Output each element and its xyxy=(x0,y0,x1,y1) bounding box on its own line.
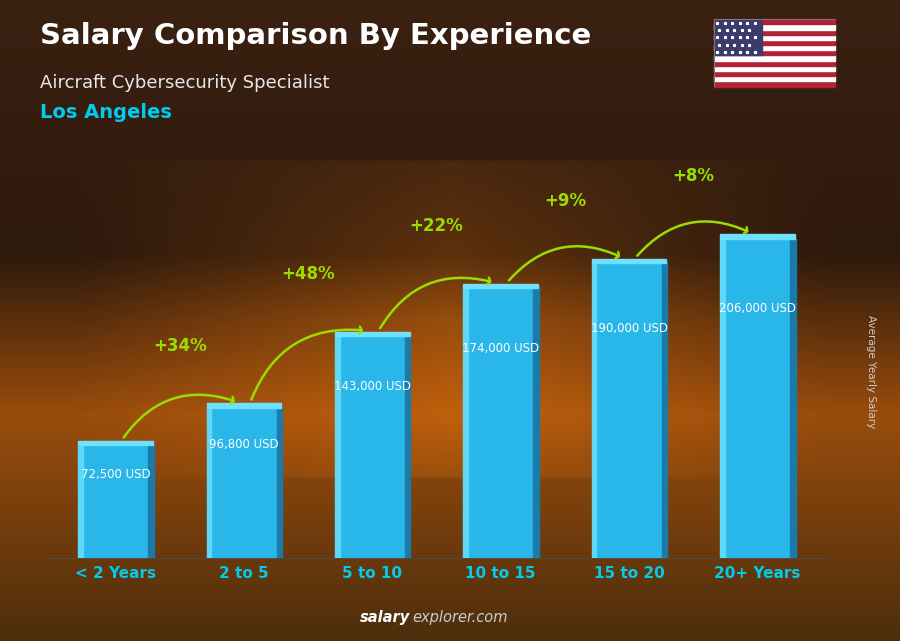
Bar xyxy=(592,259,666,263)
Text: salary: salary xyxy=(360,610,410,625)
Text: 72,500 USD: 72,500 USD xyxy=(81,468,150,481)
Text: 190,000 USD: 190,000 USD xyxy=(590,322,668,335)
Bar xyxy=(464,284,538,288)
Bar xyxy=(714,61,835,66)
Bar xyxy=(335,336,410,558)
Text: Los Angeles: Los Angeles xyxy=(40,103,173,122)
Bar xyxy=(714,19,762,56)
Bar xyxy=(662,263,667,558)
Bar xyxy=(78,445,153,558)
Text: +8%: +8% xyxy=(672,167,715,185)
Bar xyxy=(714,50,835,56)
Text: +9%: +9% xyxy=(544,192,586,210)
FancyBboxPatch shape xyxy=(335,336,339,558)
Text: 143,000 USD: 143,000 USD xyxy=(334,381,410,394)
FancyBboxPatch shape xyxy=(78,445,83,558)
Bar xyxy=(534,288,539,558)
Text: Average Yearly Salary: Average Yearly Salary xyxy=(866,315,877,428)
Bar xyxy=(714,66,835,71)
Bar xyxy=(405,336,410,558)
Bar xyxy=(148,445,154,558)
Bar xyxy=(714,24,835,29)
Bar xyxy=(592,263,666,558)
Bar xyxy=(78,441,153,445)
Bar xyxy=(714,45,835,50)
Bar xyxy=(714,56,835,61)
Bar xyxy=(207,408,281,558)
Bar xyxy=(720,238,795,558)
FancyBboxPatch shape xyxy=(592,263,597,558)
Text: 206,000 USD: 206,000 USD xyxy=(719,303,796,315)
Bar xyxy=(714,35,835,40)
Bar xyxy=(714,81,835,87)
Bar xyxy=(790,238,796,558)
Bar xyxy=(714,29,835,35)
Bar xyxy=(276,408,282,558)
Bar xyxy=(335,331,410,336)
Text: 174,000 USD: 174,000 USD xyxy=(462,342,539,355)
Text: explorer.com: explorer.com xyxy=(412,610,508,625)
Bar xyxy=(714,71,835,76)
Text: +34%: +34% xyxy=(153,337,207,354)
Bar xyxy=(714,40,835,45)
Text: +22%: +22% xyxy=(410,217,464,235)
Bar xyxy=(207,403,281,408)
Text: Salary Comparison By Experience: Salary Comparison By Experience xyxy=(40,22,592,51)
Bar xyxy=(464,288,538,558)
Text: 96,800 USD: 96,800 USD xyxy=(209,438,279,451)
Bar xyxy=(714,76,835,81)
Bar xyxy=(714,19,835,24)
FancyBboxPatch shape xyxy=(464,288,468,558)
FancyBboxPatch shape xyxy=(207,408,211,558)
Text: +48%: +48% xyxy=(282,265,335,283)
Text: Aircraft Cybersecurity Specialist: Aircraft Cybersecurity Specialist xyxy=(40,74,330,92)
Bar xyxy=(720,234,795,238)
FancyBboxPatch shape xyxy=(720,238,724,558)
